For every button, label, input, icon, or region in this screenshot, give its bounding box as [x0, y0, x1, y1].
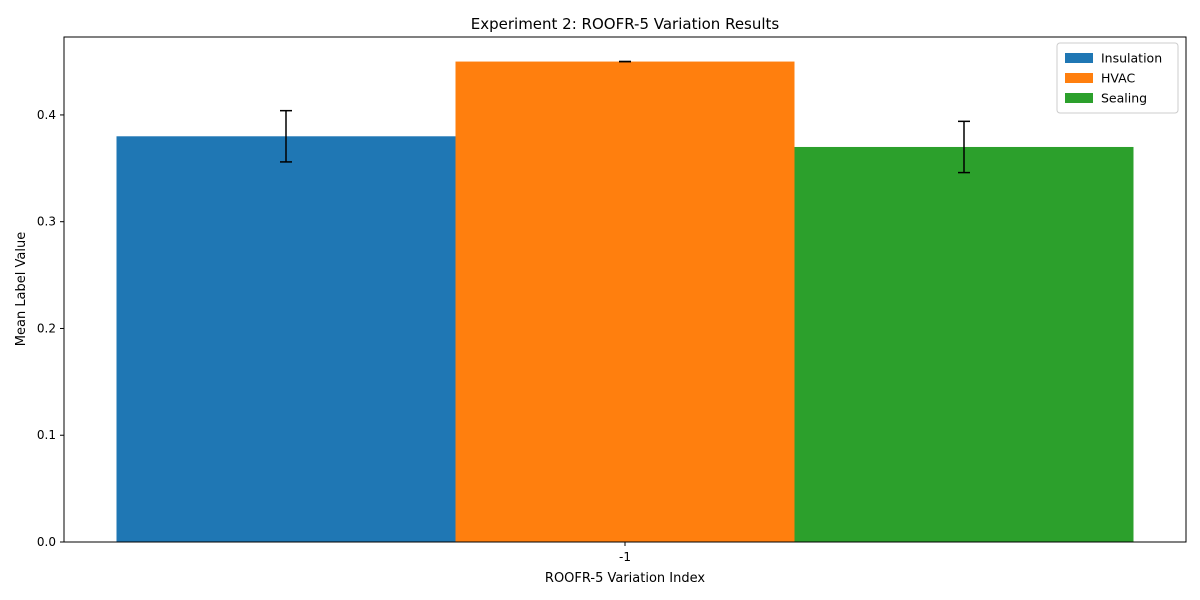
legend-label-hvac: HVAC	[1101, 71, 1135, 86]
legend-swatch-hvac	[1065, 73, 1093, 83]
y-tick-label: 0.4	[37, 108, 56, 122]
legend-label-sealing: Sealing	[1101, 91, 1147, 106]
x-tick-label: -1	[619, 550, 631, 564]
y-axis-title: Mean Label Value	[14, 232, 29, 346]
y-tick-label: 0.1	[37, 428, 56, 442]
y-tick-label: 0.0	[37, 535, 56, 549]
plot-frame	[63, 36, 1187, 543]
x-axis-title: ROOFR-5 Variation Index	[545, 571, 705, 586]
chart-title: Experiment 2: ROOFR-5 Variation Results	[471, 15, 780, 33]
y-tick-label: 0.3	[37, 215, 56, 229]
legend-swatch-insulation	[1065, 53, 1093, 63]
legend: Insulation HVAC Sealing	[1056, 42, 1179, 114]
plot-area: -1 0.0 0.1 0.2 0.3 0.4	[37, 36, 1187, 564]
y-tick-label: 0.2	[37, 321, 56, 335]
bar-insulation	[116, 136, 456, 542]
bar-hvac	[455, 61, 795, 542]
legend-label-insulation: Insulation	[1101, 51, 1162, 66]
bar-sealing	[794, 146, 1134, 542]
legend-swatch-sealing	[1065, 93, 1093, 103]
